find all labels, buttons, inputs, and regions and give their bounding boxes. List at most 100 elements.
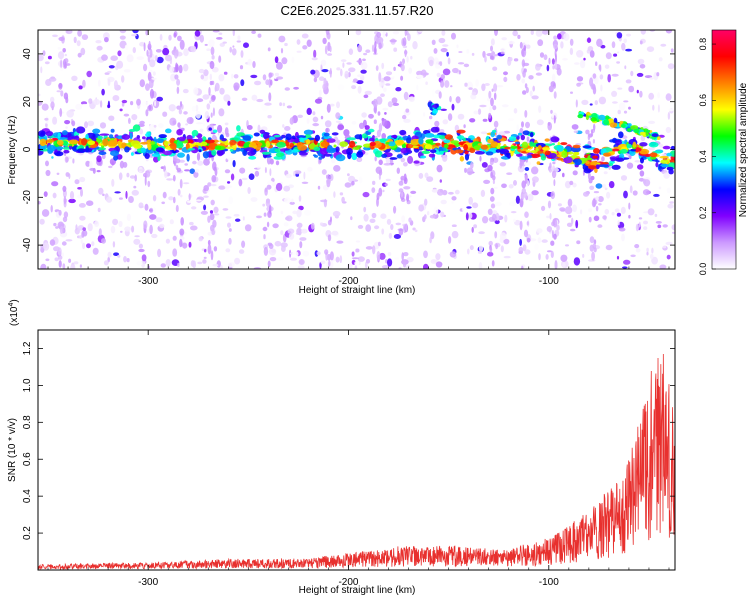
heatmap-cell xyxy=(637,58,645,65)
heatmap-cell xyxy=(442,119,449,125)
heatmap-cell xyxy=(184,163,188,166)
heatmap-cell xyxy=(61,252,65,257)
heatmap-cell xyxy=(454,149,464,154)
heatmap-cell xyxy=(131,189,139,196)
heatmap-cell xyxy=(120,230,123,233)
heatmap-cell xyxy=(131,225,135,233)
heatmap-cell xyxy=(524,167,530,171)
heatmap-cell xyxy=(380,93,385,97)
heatmap-cell xyxy=(381,118,388,127)
heatmap-cell xyxy=(424,144,433,150)
colorbar-label: Normalized spectral amplitude xyxy=(738,82,749,217)
heatmap-cell xyxy=(574,62,580,65)
heatmap-cell xyxy=(262,74,267,81)
heatmap-cell xyxy=(123,256,127,263)
heatmap-cell xyxy=(357,74,363,78)
heatmap-cell xyxy=(396,154,403,159)
heatmap-cell xyxy=(667,203,674,209)
heatmap-cell xyxy=(501,37,508,41)
heatmap-cell xyxy=(218,32,223,35)
heatmap-cell xyxy=(522,90,527,95)
heatmap-cell xyxy=(592,155,598,159)
heatmap-cell xyxy=(280,210,284,215)
heatmap-cell xyxy=(172,174,176,182)
heatmap-cell xyxy=(165,238,170,244)
heatmap-cell xyxy=(68,258,72,263)
heatmap-cell xyxy=(52,192,57,199)
heatmap-cell xyxy=(489,196,495,202)
heatmap-cell xyxy=(313,77,318,83)
heatmap-cell xyxy=(76,122,81,127)
heatmap-cell xyxy=(106,196,113,203)
heatmap-ytick-label: 0 xyxy=(22,146,33,152)
heatmap-cell xyxy=(594,100,598,106)
heatmap-cell xyxy=(520,134,525,141)
heatmap-cell xyxy=(276,257,284,261)
heatmap-cell xyxy=(607,74,611,83)
heatmap-cell xyxy=(263,234,266,240)
heatmap-cell xyxy=(529,141,534,147)
heatmap-cell xyxy=(403,173,407,182)
heatmap-cell xyxy=(465,212,469,221)
heatmap-cell xyxy=(537,237,542,244)
heatmap-cell xyxy=(481,162,488,168)
heatmap-cell xyxy=(288,232,295,240)
heatmap-cell xyxy=(444,80,450,88)
heatmap-cell xyxy=(145,132,152,137)
heatmap-cell xyxy=(601,162,609,165)
heatmap-cell xyxy=(68,198,76,204)
heatmap-cell xyxy=(431,104,437,108)
heatmap-cell xyxy=(561,151,568,158)
heatmap-cell xyxy=(378,187,383,197)
heatmap-cell xyxy=(499,162,506,167)
heatmap-cell xyxy=(146,49,149,57)
heatmap-cell xyxy=(240,79,245,87)
heatmap-cell xyxy=(525,87,529,94)
heatmap-cell xyxy=(333,191,336,198)
heatmap-cells xyxy=(38,30,675,269)
heatmap-cell xyxy=(576,50,584,58)
heatmap-cell xyxy=(251,94,258,101)
heatmap-cell xyxy=(379,138,387,143)
heatmap-cell xyxy=(344,182,352,188)
heatmap-cell xyxy=(601,183,607,189)
heatmap-cell xyxy=(234,257,241,265)
heatmap-cell xyxy=(587,134,591,141)
heatmap-cell xyxy=(186,153,190,162)
heatmap-cell xyxy=(616,32,623,39)
heatmap-cell xyxy=(270,79,273,86)
heatmap-cell xyxy=(429,115,433,120)
heatmap-cell xyxy=(69,191,75,200)
heatmap-cell xyxy=(368,137,375,142)
heatmap-cell xyxy=(492,179,495,185)
heatmap-cell xyxy=(336,240,344,244)
heatmap-cell xyxy=(275,76,284,80)
heatmap-cell xyxy=(651,247,654,254)
heatmap-cell xyxy=(523,45,527,51)
heatmap-cell xyxy=(182,88,189,94)
heatmap-cell xyxy=(210,199,215,206)
heatmap-cell xyxy=(203,185,209,192)
heatmap-cell xyxy=(643,226,648,231)
heatmap-cell xyxy=(182,242,188,249)
heatmap-cell xyxy=(132,47,136,54)
heatmap-cell xyxy=(531,95,539,100)
heatmap-cell xyxy=(218,55,222,63)
heatmap-cell xyxy=(363,94,369,99)
heatmap-cell xyxy=(371,187,376,194)
heatmap-cell xyxy=(242,135,252,141)
heatmap-cell xyxy=(211,66,219,73)
snr-ytick-label: 0.6 xyxy=(22,452,33,466)
heatmap-cell xyxy=(206,103,211,110)
heatmap-cell xyxy=(587,172,591,180)
heatmap-cell xyxy=(174,49,178,59)
heatmap-cell xyxy=(408,217,412,223)
heatmap-cell xyxy=(82,183,87,191)
heatmap-cell xyxy=(642,178,647,185)
heatmap-cell xyxy=(275,160,280,166)
heatmap-cell xyxy=(279,102,282,107)
heatmap-cell xyxy=(381,62,385,70)
heatmap-cell xyxy=(326,103,331,113)
heatmap-cell xyxy=(112,95,120,102)
